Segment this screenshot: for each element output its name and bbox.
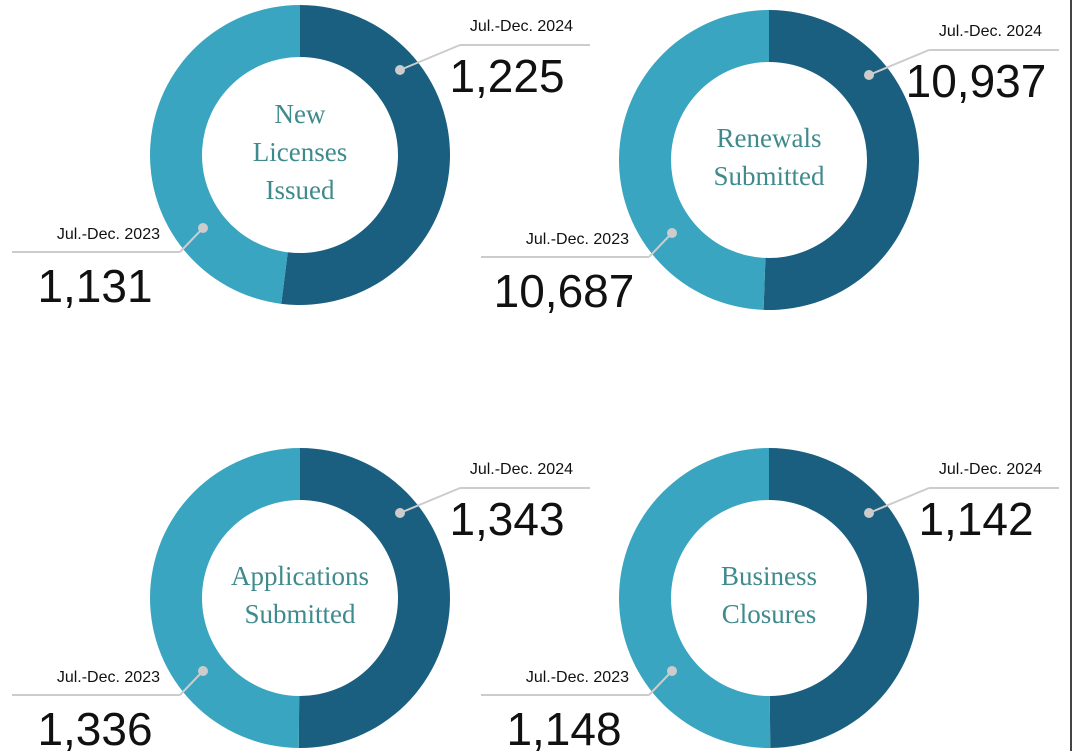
donut-segment — [769, 448, 920, 748]
center-title: Business Closures — [721, 561, 817, 629]
leader-dot — [864, 508, 874, 518]
value-label: 10,937 — [906, 55, 1047, 107]
donut-segment — [619, 10, 769, 310]
period-label: Jul.-Dec. 2023 — [526, 231, 629, 248]
leader-dot — [198, 666, 208, 676]
donut-segment — [619, 448, 771, 748]
donut-segment — [763, 10, 919, 310]
leader-dot — [864, 70, 874, 80]
leader-line — [648, 670, 673, 696]
leader-line — [179, 227, 204, 253]
center-title: Applications Submitted — [231, 561, 369, 629]
leader-dot — [667, 666, 677, 676]
value-label: 1,131 — [37, 260, 152, 312]
value-label: 1,336 — [37, 703, 152, 751]
period-label: Jul.-Dec. 2024 — [939, 461, 1042, 478]
period-label: Jul.-Dec. 2024 — [939, 23, 1042, 40]
leader-line — [868, 487, 930, 514]
value-label: 1,142 — [918, 493, 1033, 545]
value-label: 10,687 — [494, 265, 635, 317]
leader-line — [399, 44, 461, 71]
period-label: Jul.-Dec. 2023 — [57, 669, 160, 686]
period-label: Jul.-Dec. 2023 — [57, 226, 160, 243]
leader-line — [179, 670, 204, 696]
period-label: Jul.-Dec. 2023 — [526, 669, 629, 686]
value-label: 1,225 — [449, 50, 564, 102]
period-label: Jul.-Dec. 2024 — [470, 18, 573, 35]
center-title: New Licenses Issued — [253, 99, 347, 205]
leader-dot — [395, 508, 405, 518]
leader-dot — [395, 65, 405, 75]
value-label: 1,343 — [449, 493, 564, 545]
donut-segment — [281, 5, 451, 305]
leader-line — [399, 487, 461, 514]
leader-line — [648, 232, 673, 258]
leader-dot — [198, 223, 208, 233]
donut-segment — [150, 5, 300, 304]
donut-segment — [150, 448, 300, 748]
value-label: 1,148 — [506, 703, 621, 751]
leader-line — [868, 49, 930, 76]
center-title: Renewals Submitted — [713, 123, 825, 191]
donut-segment — [298, 448, 451, 749]
period-label: Jul.-Dec. 2024 — [470, 461, 573, 478]
leader-dot — [667, 228, 677, 238]
